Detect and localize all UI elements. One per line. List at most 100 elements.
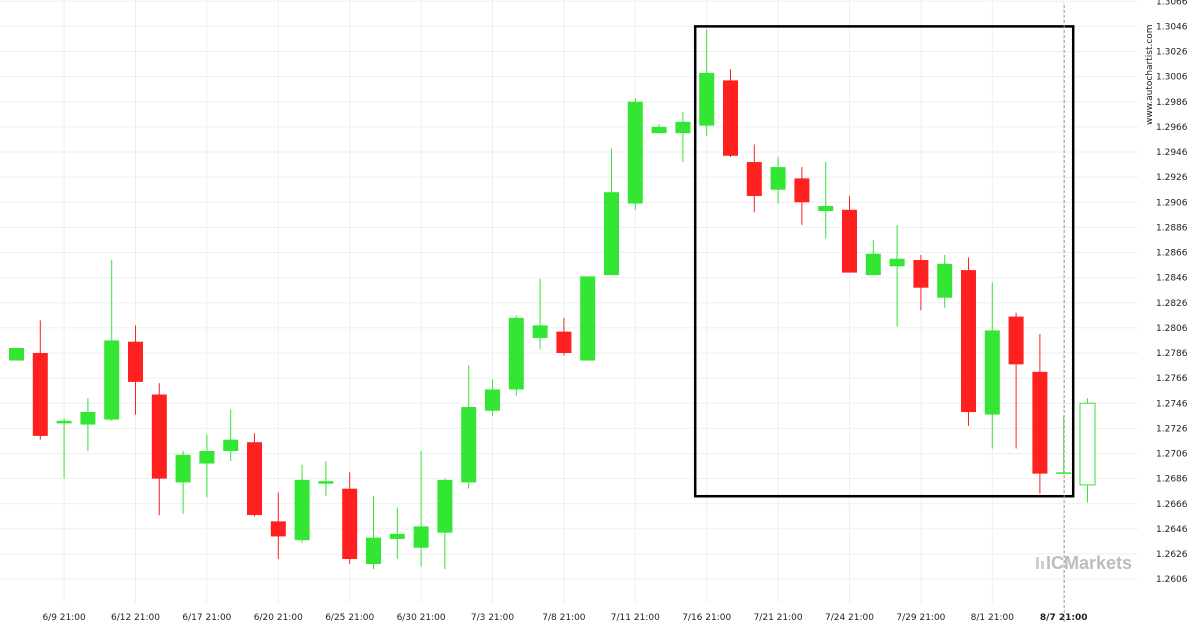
y-tick-label: 1.2626 — [1156, 550, 1188, 560]
candle — [1079, 398, 1096, 503]
candle-body — [342, 488, 358, 560]
x-tick-label: 7/21 21:00 — [754, 613, 803, 623]
candle-body — [508, 317, 524, 390]
candle-body — [104, 340, 120, 420]
candle-body — [794, 178, 810, 203]
x-tick-label: 7/24 21:00 — [825, 613, 874, 623]
candle — [818, 162, 834, 239]
x-tick-label: 6/25 21:00 — [325, 613, 374, 623]
candles — [9, 28, 1096, 570]
candle-body — [151, 394, 167, 479]
x-tick-label: 8/1 21:00 — [971, 613, 1015, 623]
candle-body — [294, 479, 310, 541]
candle — [342, 472, 358, 565]
candle — [675, 111, 691, 163]
candle — [580, 276, 596, 361]
candle-body — [9, 347, 24, 361]
candle-body — [818, 206, 834, 212]
y-tick-label: 1.3006 — [1156, 73, 1188, 83]
candle-body — [675, 121, 691, 134]
y-tick-label: 1.2846 — [1156, 274, 1188, 284]
candle — [56, 418, 72, 479]
candle — [9, 347, 24, 361]
candle-body — [1079, 402, 1096, 486]
candle — [984, 282, 1000, 449]
y-tick-label: 1.2606 — [1156, 575, 1188, 585]
y-tick-label: 1.2806 — [1156, 324, 1188, 334]
candle — [961, 257, 976, 426]
candle — [770, 157, 786, 204]
x-tick-label: 7/11 21:00 — [611, 613, 660, 623]
x-tick-label: 6/30 21:00 — [397, 613, 446, 623]
candle — [651, 124, 667, 134]
candle — [889, 224, 905, 327]
pattern-box — [693, 25, 1075, 498]
y-tick-label: 1.3026 — [1156, 48, 1188, 58]
candle — [723, 69, 738, 158]
x-tick-label: 7/3 21:00 — [471, 613, 515, 623]
candle — [128, 325, 143, 415]
candle-body — [1032, 371, 1048, 474]
y-tick-label: 1.2986 — [1156, 98, 1188, 108]
candle — [318, 461, 334, 497]
candle-body — [770, 167, 786, 190]
candle-body — [318, 481, 334, 484]
candle-body — [247, 442, 262, 516]
candle-body — [937, 263, 953, 298]
x-tick-label: 7/16 21:00 — [682, 613, 731, 623]
y-axis: 1.2606 1.2626 1.2646 1.2666 1.2686 1.2706 1.27… — [1156, 0, 1188, 585]
x-tick-label: 6/12 21:00 — [111, 613, 160, 623]
y-tick-label: 1.2946 — [1156, 148, 1188, 158]
candle — [1032, 334, 1048, 494]
y-tick-label: 1.2666 — [1156, 500, 1188, 510]
candle — [151, 383, 167, 516]
candle-body — [389, 533, 405, 539]
candle-body — [556, 331, 572, 354]
candle-body — [1056, 472, 1072, 474]
candle-body — [604, 192, 619, 276]
candle — [508, 315, 524, 396]
y-tick-label: 1.2646 — [1156, 525, 1188, 535]
candle-body — [984, 330, 1000, 415]
candle — [627, 97, 643, 210]
candle — [556, 317, 572, 356]
brand-bar-1 — [1036, 557, 1039, 569]
y-tick-label: 1.2906 — [1156, 198, 1188, 208]
y-tick-label: 1.3046 — [1156, 22, 1188, 32]
x-tick-label: 8/7 21:00 — [1040, 613, 1088, 623]
candle-body — [865, 253, 881, 276]
candle — [485, 379, 500, 416]
candle-body — [32, 353, 48, 436]
candle-body — [913, 260, 929, 288]
brand-text: ICMarkets — [1046, 553, 1132, 573]
y-tick-label: 1.2926 — [1156, 173, 1188, 183]
candle — [699, 28, 715, 136]
candle — [604, 148, 619, 276]
brand-logo: ICMarkets — [1036, 553, 1132, 573]
y-tick-label: 1.2866 — [1156, 249, 1188, 259]
x-tick-label: 6/17 21:00 — [182, 613, 231, 623]
candle — [746, 144, 762, 213]
candle-body — [889, 258, 905, 267]
candle — [247, 433, 262, 517]
y-tick-label: 1.2746 — [1156, 399, 1188, 409]
candle-body — [80, 412, 96, 425]
candle — [32, 320, 48, 440]
candle-body — [746, 162, 762, 196]
candle — [80, 398, 96, 451]
candle — [199, 434, 215, 498]
candle — [794, 167, 810, 225]
candle — [913, 255, 929, 311]
candle-body — [532, 325, 548, 338]
candle — [937, 255, 953, 308]
candle — [175, 450, 191, 514]
candle-body — [651, 126, 667, 134]
y-tick-label: 1.2766 — [1156, 374, 1188, 384]
x-tick-label: 6/9 21:00 — [42, 613, 86, 623]
candle-body — [1008, 316, 1024, 365]
candle-body — [270, 521, 286, 537]
candle — [366, 496, 381, 570]
y-tick-label: 1.2726 — [1156, 424, 1188, 434]
candle-body — [437, 479, 453, 533]
